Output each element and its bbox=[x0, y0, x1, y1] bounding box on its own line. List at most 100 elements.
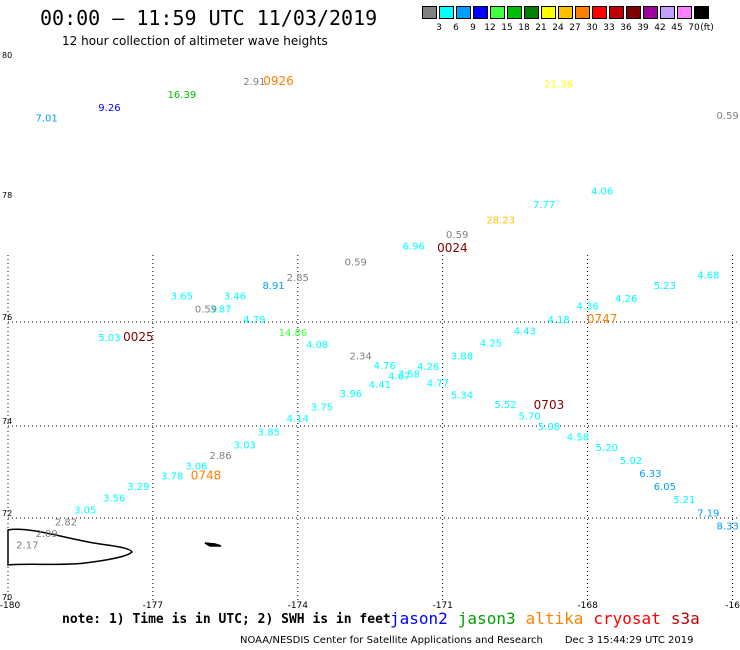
wave-height-value: 16.39 bbox=[168, 90, 197, 101]
longitude-label: -180 bbox=[0, 601, 20, 611]
legend-swatch bbox=[422, 6, 437, 19]
map-title: 00:00 — 11:59 UTC 11/03/2019 bbox=[40, 6, 378, 30]
wave-height-value: 2.82 bbox=[55, 518, 77, 529]
legend-swatch bbox=[643, 6, 658, 19]
latitude-label: 78 bbox=[2, 191, 12, 200]
map-grid bbox=[7, 255, 740, 600]
longitude-label: -168 bbox=[577, 601, 598, 611]
wave-height-value: 5.08 bbox=[538, 422, 560, 433]
satellite-name: altika bbox=[525, 609, 584, 628]
wave-height-value: 3.87 bbox=[209, 304, 231, 315]
legend-swatch bbox=[592, 6, 607, 19]
wave-height-value: 14.86 bbox=[279, 328, 308, 339]
wave-height-value: 4.68 bbox=[697, 270, 719, 281]
satellite-legend: jason2 jason3 altika cryosat s3a bbox=[390, 609, 710, 628]
legend-swatch bbox=[677, 6, 692, 19]
pass-time-labels: 0926 0024 0025 0747 0703 0748 bbox=[123, 74, 617, 483]
latitude-label: 74 bbox=[2, 417, 12, 426]
wrangel-island bbox=[7, 528, 133, 566]
legend-swatch bbox=[490, 6, 505, 19]
wave-height-value: 9.26 bbox=[98, 103, 120, 114]
legend-label: 45 bbox=[671, 23, 683, 33]
wave-height-value: 21.36 bbox=[544, 79, 573, 90]
axis-labels: 80 78 76 74 72 70-180 -177 -174 -171 -168 -16 bbox=[0, 51, 740, 611]
legend-label: 18 bbox=[518, 23, 530, 33]
longitude-label: -174 bbox=[288, 601, 309, 611]
legend-label: 24 bbox=[552, 23, 564, 33]
legend-swatch bbox=[439, 6, 454, 19]
wave-height-value: 0.59 bbox=[446, 230, 468, 241]
wave-height-value: 3.96 bbox=[340, 389, 362, 400]
generated-timestamp: Dec 3 15:44:29 UTC 2019 bbox=[564, 635, 694, 646]
wave-height-value: 3.85 bbox=[258, 427, 280, 438]
longitude-label: -171 bbox=[432, 601, 452, 611]
wave-height-value: 8.91 bbox=[263, 281, 285, 292]
legend-swatch bbox=[626, 6, 641, 19]
satellite-name: jason2 bbox=[390, 609, 448, 628]
wave-height-value: 8.33 bbox=[717, 521, 739, 532]
wave-height-value: 3.06 bbox=[185, 461, 207, 472]
wave-height-value: 7.77 bbox=[533, 200, 555, 211]
legend-label: 12 bbox=[484, 23, 496, 33]
wave-height-value: 3.05 bbox=[74, 506, 96, 517]
latitude-label: 76 bbox=[2, 313, 12, 322]
wave-height-value: 4.06 bbox=[591, 187, 613, 198]
wave-height-value: 5.34 bbox=[451, 391, 473, 402]
wave-height-value: 5.03 bbox=[98, 333, 120, 344]
legend-label: 15 bbox=[501, 23, 513, 33]
pass-time-label: 0926 bbox=[263, 74, 294, 88]
longitude-label: -177 bbox=[143, 601, 163, 611]
wave-height-value: 4.26 bbox=[417, 362, 439, 373]
wave-height-value: 5.70 bbox=[519, 412, 541, 423]
longitude-label: -16 bbox=[725, 601, 740, 611]
wave-height-value: 2.34 bbox=[349, 351, 371, 362]
wave-height-value: 2.91 bbox=[243, 77, 265, 88]
credit-line: NOAA/NESDIS Center for Satellite Applica… bbox=[240, 635, 693, 646]
wave-height-value: 0.59 bbox=[345, 257, 367, 268]
wave-height-value: 6.05 bbox=[654, 482, 676, 493]
legend-swatch bbox=[524, 6, 539, 19]
pass-time-label: 0024 bbox=[437, 241, 468, 255]
wave-height-value: 4.08 bbox=[306, 340, 328, 351]
wave-height-value: 2.86 bbox=[209, 451, 231, 462]
wave-height-value: 5.52 bbox=[494, 400, 516, 411]
legend-label: 9 bbox=[470, 23, 476, 33]
map-subtitle: 12 hour collection of altimeter wave hei… bbox=[62, 34, 328, 48]
wave-height-value: 2.85 bbox=[287, 273, 309, 284]
legend-label: 36 bbox=[620, 23, 632, 33]
footnote: note: 1) Time is in UTC; 2) SWH is in fe… bbox=[62, 612, 391, 627]
wave-height-value: 3.29 bbox=[127, 482, 149, 493]
legend-label: 21 bbox=[535, 23, 547, 33]
wave-height-value: 2.17 bbox=[16, 541, 38, 552]
wave-height-value: 4.41 bbox=[369, 380, 391, 391]
wave-height-value: 4.14 bbox=[287, 414, 309, 425]
wave-height-value: 4.67 bbox=[388, 371, 410, 382]
legend-swatch bbox=[473, 6, 488, 19]
satellite-name: jason3 bbox=[457, 609, 516, 628]
wave-height-value: 5.20 bbox=[596, 443, 618, 454]
legend-label: 39 bbox=[637, 23, 649, 33]
wave-height-value: 3.46 bbox=[224, 291, 246, 302]
wave-height-value: 4.26 bbox=[615, 294, 637, 305]
wave-height-value: 4.58 bbox=[567, 432, 589, 443]
legend-swatch bbox=[660, 6, 675, 19]
legend-swatch bbox=[541, 6, 556, 19]
satellite-name: cryosat bbox=[593, 609, 661, 628]
wave-height-value: 3.75 bbox=[311, 403, 333, 414]
legend-label: 6 bbox=[453, 23, 459, 33]
wave-height-value: 4.77 bbox=[427, 379, 449, 390]
wave-height-value: 5.23 bbox=[654, 281, 676, 292]
wave-height-value: 3.65 bbox=[171, 291, 193, 302]
legend-label: 70 bbox=[688, 23, 700, 33]
legend-label: 27 bbox=[569, 23, 581, 33]
wave-height-value: 4.36 bbox=[576, 302, 598, 313]
legend-swatch bbox=[694, 6, 709, 19]
wave-height-value: 4.76 bbox=[374, 361, 396, 372]
wave-height-value: 3.88 bbox=[451, 351, 473, 362]
wave-height-value: 0.59 bbox=[195, 304, 217, 315]
wave-height-value: 28.23 bbox=[486, 215, 515, 226]
wave-height-value: 4.79 bbox=[243, 315, 265, 326]
wave-height-value: 2.09 bbox=[36, 529, 58, 540]
